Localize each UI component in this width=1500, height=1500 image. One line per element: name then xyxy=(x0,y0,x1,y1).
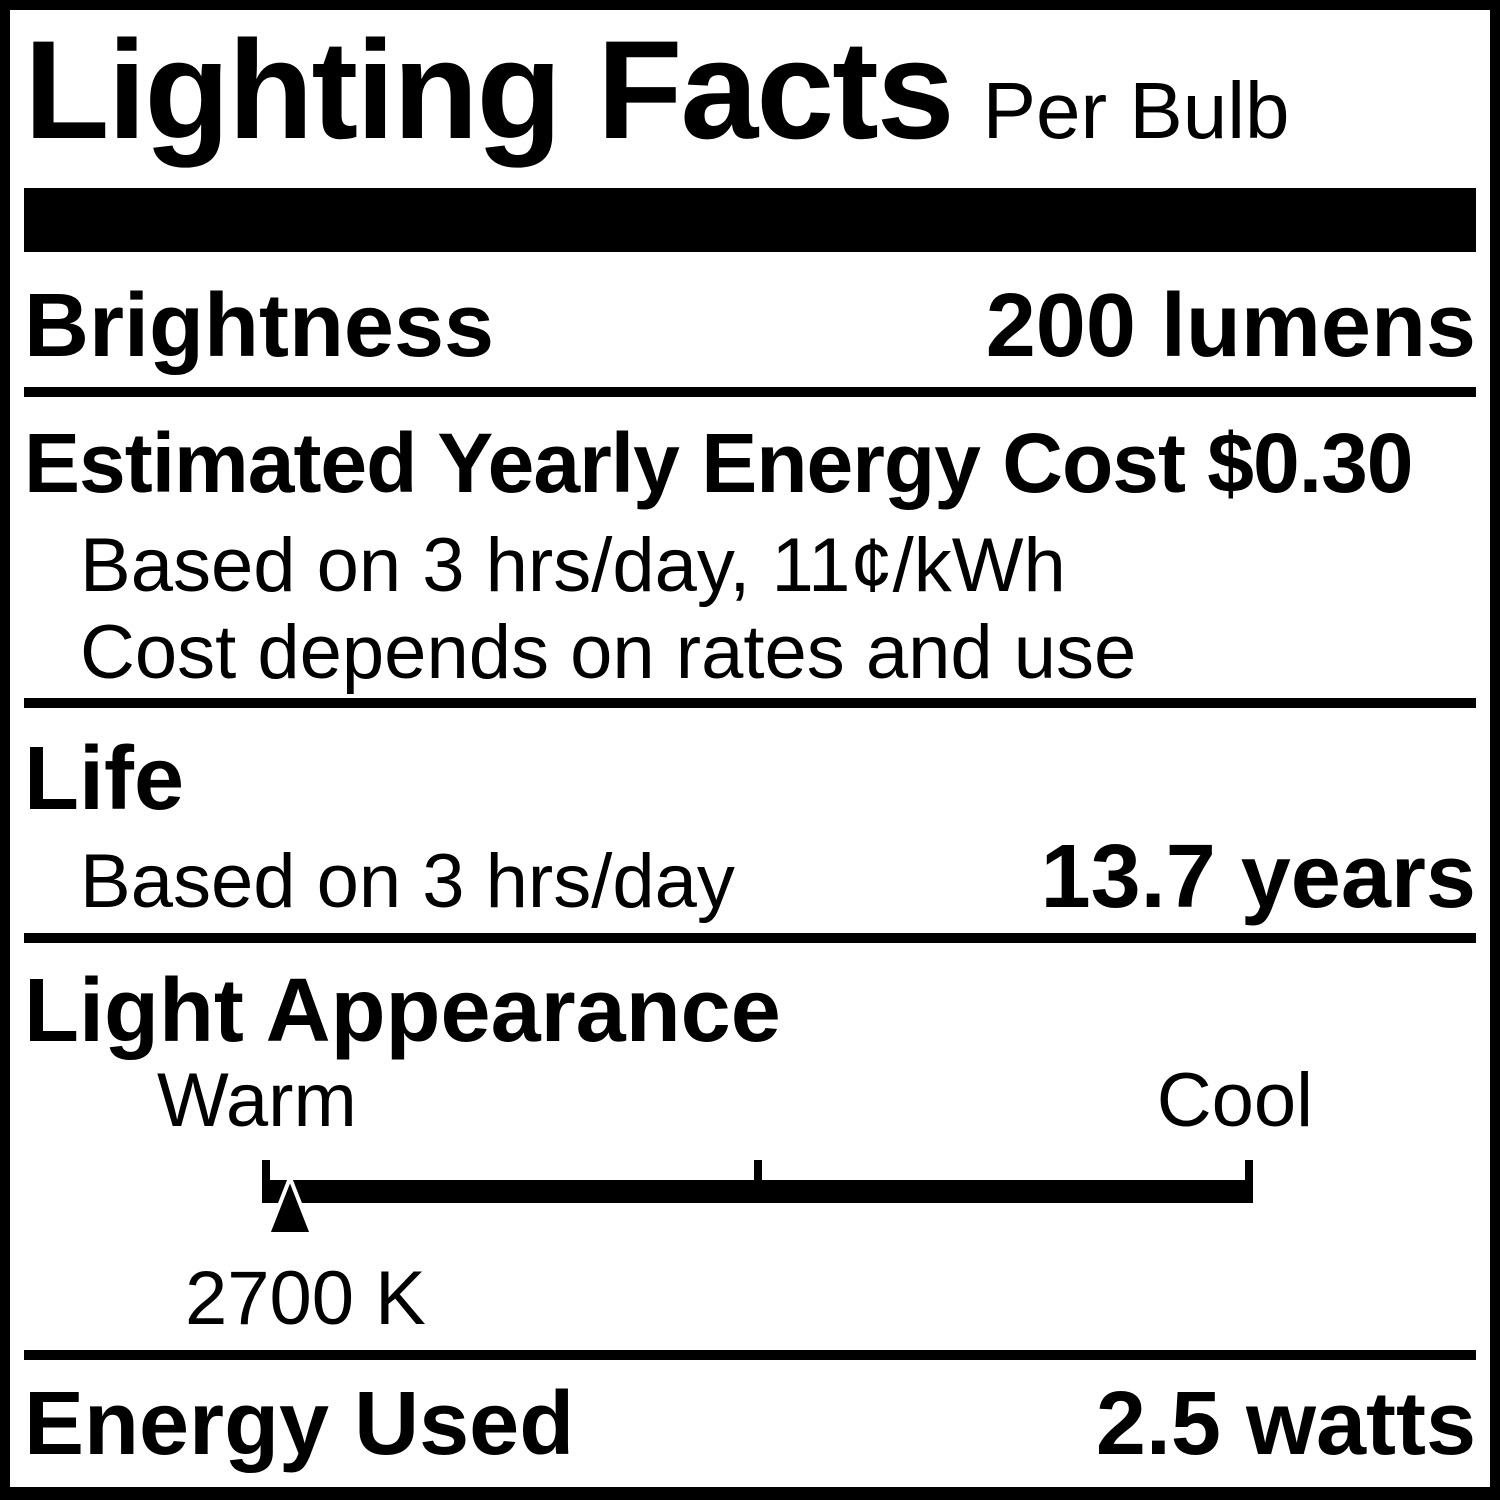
header-separator-bar xyxy=(24,188,1476,252)
section-divider xyxy=(24,933,1476,943)
section-divider xyxy=(24,1350,1476,1360)
energy-cost-basis: Based on 3 hrs/day, 11¢/kWh xyxy=(80,523,1066,608)
energy-used-label: Energy Used xyxy=(24,1374,575,1474)
energy-cost-headline: Estimated Yearly Energy Cost $0.30 xyxy=(24,416,1414,510)
scale-tick-cool xyxy=(1245,1160,1253,1203)
brightness-value: 200 lumens xyxy=(985,276,1476,376)
energy-used-row: Energy Used 2.5 watts xyxy=(24,1379,1476,1469)
color-temperature-marker-icon xyxy=(264,1174,315,1236)
brightness-label: Brightness xyxy=(24,276,495,376)
kelvin-value: 2700 K xyxy=(185,1256,426,1341)
energy-used-value: 2.5 watts xyxy=(1095,1374,1476,1474)
warm-label: Warm xyxy=(157,1058,357,1143)
label-header: Lighting Facts Per Bulb xyxy=(24,20,1476,160)
life-basis: Based on 3 hrs/day xyxy=(80,839,735,924)
life-section-title: Life xyxy=(24,729,185,829)
warm-cool-labels: Warm Cool xyxy=(24,1063,1476,1139)
life-row: Based on 3 hrs/day 13.7 years xyxy=(24,832,1476,922)
color-temperature-scale xyxy=(262,1160,1253,1236)
light-appearance-title: Light Appearance xyxy=(24,961,781,1061)
label-title: Lighting Facts xyxy=(24,11,955,168)
section-divider xyxy=(24,698,1476,708)
label-subtitle: Per Bulb xyxy=(982,66,1290,155)
scale-tick-warm xyxy=(262,1160,270,1203)
section-divider xyxy=(24,387,1476,397)
brightness-row: Brightness 200 lumens xyxy=(24,281,1476,371)
scale-tick-middle xyxy=(753,1160,762,1203)
cool-label: Cool xyxy=(1156,1058,1313,1143)
energy-cost-note: Cost depends on rates and use xyxy=(80,610,1137,695)
life-value: 13.7 years xyxy=(1040,827,1476,927)
